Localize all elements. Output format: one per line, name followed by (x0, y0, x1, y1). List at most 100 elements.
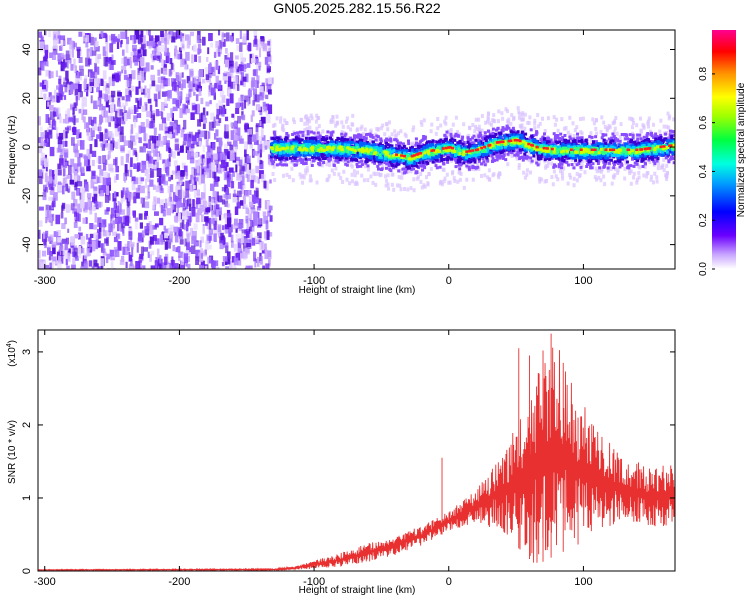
noise-cell (229, 173, 233, 183)
noise-cell (67, 108, 71, 117)
track-halo-cell (448, 180, 452, 185)
noise-cell (113, 158, 117, 166)
track-cell (563, 134, 567, 137)
track-halo-cell (589, 138, 593, 143)
track-cell (394, 164, 398, 168)
noise-cell (219, 90, 225, 98)
track-halo-cell (614, 116, 618, 120)
track-halo-cell (288, 174, 292, 179)
noise-cell (121, 222, 126, 229)
track-cell (644, 162, 647, 166)
noise-cell (91, 150, 97, 157)
noise-cell (131, 247, 134, 258)
track-cell (296, 131, 299, 135)
noise-cell (133, 115, 138, 123)
noise-cell (241, 229, 247, 234)
noise-cell (62, 118, 67, 124)
noise-cell (249, 189, 252, 196)
track-cell (607, 161, 611, 165)
track-cell (664, 156, 668, 160)
track-cell (501, 126, 505, 130)
noise-cell (244, 122, 249, 133)
noise-cell (74, 234, 79, 239)
noise-cell (170, 122, 176, 130)
noise-cell (86, 148, 91, 159)
noise-cell (122, 187, 125, 195)
track-cell (589, 159, 593, 163)
track-cell (379, 137, 383, 141)
noise-cell (144, 168, 149, 177)
track-cell (369, 134, 373, 138)
track-halo-cell (349, 163, 353, 168)
noise-cell (182, 103, 187, 114)
track-halo-cell (536, 124, 540, 129)
track-halo-cell (386, 127, 390, 132)
noise-cell (49, 190, 55, 195)
noise-cell (184, 60, 187, 65)
track-cell (620, 163, 624, 167)
noise-cell (151, 143, 154, 153)
track-cell (494, 152, 498, 156)
noise-cell (229, 151, 234, 161)
noise-cell (226, 193, 231, 200)
noise-cell (256, 140, 259, 145)
track-cell (468, 138, 472, 141)
noise-cell (156, 248, 160, 259)
track-halo-cell (521, 117, 524, 122)
track-halo-cell (425, 175, 428, 180)
track-halo-cell (471, 177, 475, 182)
track-halo-cell (309, 113, 313, 118)
noise-cell (250, 168, 255, 177)
noise-cell (164, 228, 169, 234)
track-cell (340, 156, 344, 160)
noise-cell (151, 110, 156, 115)
track-cell (275, 139, 279, 143)
noise-cell (245, 73, 249, 83)
track-halo-cell (452, 176, 456, 181)
noise-cell (219, 240, 224, 250)
track-halo-cell (273, 178, 277, 182)
track-cell (325, 135, 329, 138)
noise-cell (38, 147, 43, 154)
noise-cell (112, 78, 115, 87)
noise-cell (161, 176, 164, 184)
noise-cell (179, 239, 184, 245)
noise-cell (177, 246, 181, 253)
noise-cell (185, 146, 189, 153)
noise-cell (147, 184, 150, 194)
track-halo-cell (360, 173, 364, 178)
noise-cell (184, 196, 187, 204)
noise-cell (268, 258, 271, 266)
noise-cell (170, 108, 174, 118)
track-halo-cell (649, 129, 652, 134)
noise-cell (173, 78, 177, 84)
noise-cell (189, 181, 195, 192)
noise-cell (216, 204, 220, 210)
noise-cell (237, 222, 243, 229)
track-cell (636, 159, 640, 163)
noise-cell (198, 69, 204, 79)
noise-cell (221, 199, 226, 205)
track-cell (647, 158, 651, 162)
noise-cell (239, 165, 245, 175)
track-cell (558, 136, 562, 140)
track-cell (612, 134, 616, 138)
noise-cell (132, 55, 138, 62)
noise-cell (251, 208, 256, 214)
noise-cell (145, 30, 149, 35)
track-cell (616, 138, 619, 142)
noise-cell (235, 158, 239, 169)
noise-cell (85, 233, 89, 240)
noise-cell (200, 199, 204, 207)
noise-cell (98, 185, 102, 194)
noise-cell (99, 175, 103, 184)
noise-cell (57, 163, 61, 170)
noise-cell (213, 220, 217, 230)
track-halo-cell (550, 175, 554, 179)
noise-cell (146, 153, 150, 161)
noise-cell (175, 173, 180, 179)
noise-cell (187, 99, 190, 105)
noise-cell (137, 162, 141, 172)
noise-cell (94, 266, 98, 269)
noise-cell (171, 170, 176, 175)
